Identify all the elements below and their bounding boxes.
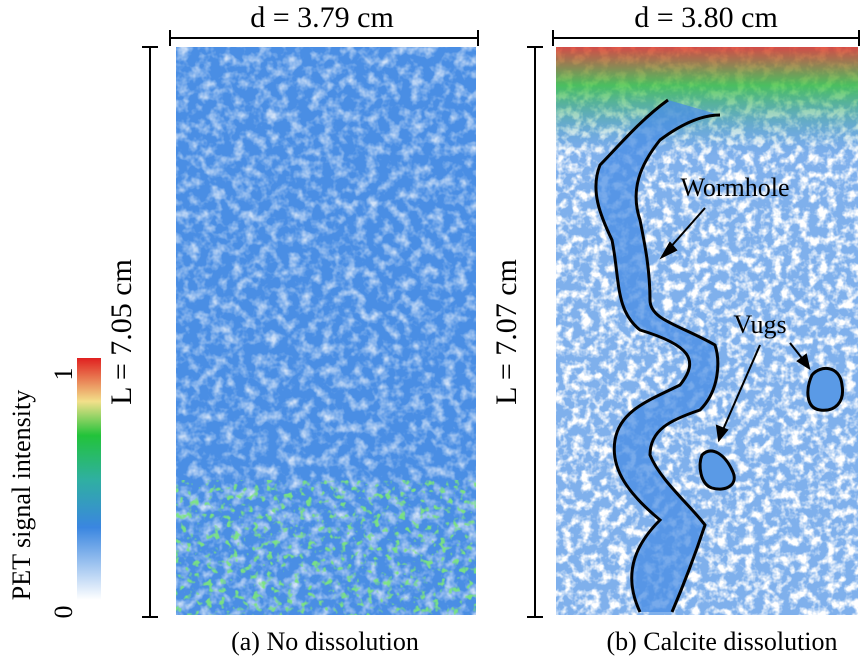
colorbar [77,358,101,600]
annotation: Wormhole [680,173,789,202]
length-label: L = 7.05 cm [105,259,138,405]
caption: (b) Calcite dissolution [606,627,837,656]
width-label: d = 3.79 cm [250,1,394,34]
vug-outline [806,366,845,412]
wormhole-outline [594,98,721,613]
caption: (a) No dissolution [231,627,419,656]
pet-image-b [556,47,858,615]
arrows [659,207,811,443]
dimension-lines [142,30,860,618]
width-label: d = 3.80 cm [634,1,778,34]
annotation: Vugs [733,310,786,339]
vug-outline [698,449,736,491]
colorbar-min: 0 [49,606,78,619]
colorbar-max: 1 [49,368,78,381]
colorbar-label: PET signal intensity [7,390,36,600]
pet-image-a [176,47,476,615]
length-label: L = 7.07 cm [490,259,523,405]
